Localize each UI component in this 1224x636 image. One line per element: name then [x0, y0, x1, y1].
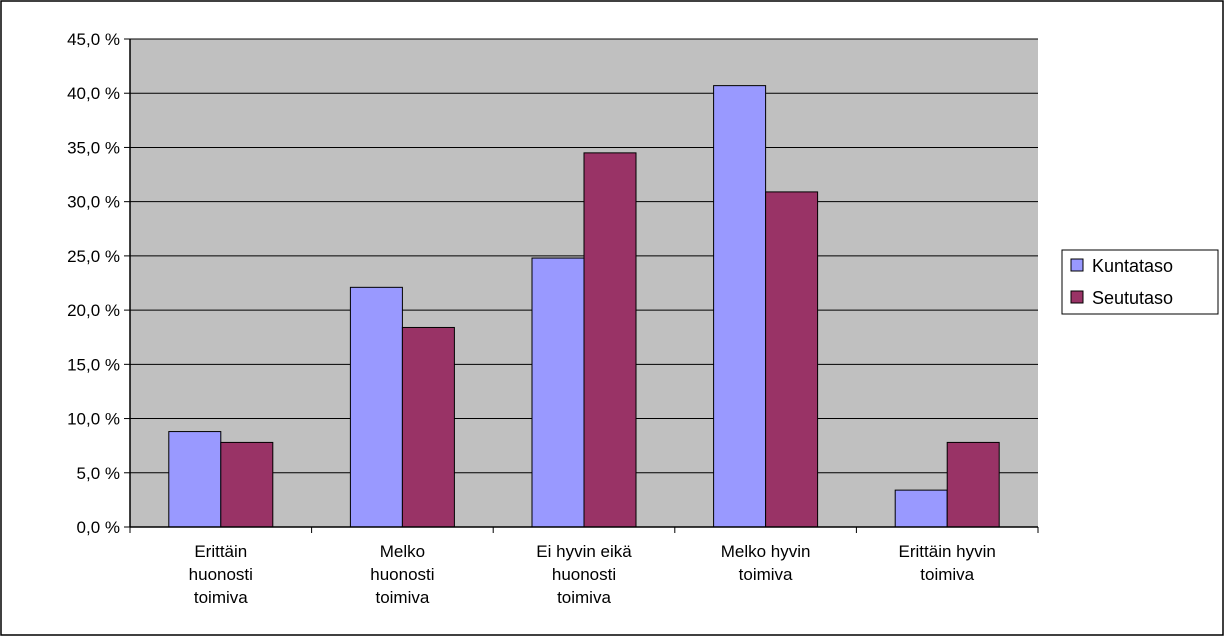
x-category-label: Erittäin hyvin toimiva — [899, 542, 996, 584]
bar-kuntataso-4 — [894, 489, 948, 528]
bar-seututaso-0 — [220, 441, 274, 528]
bar-kuntataso-0 — [168, 431, 222, 528]
legend-label-kuntataso: Kuntataso — [1092, 256, 1173, 276]
bar-seututaso-1 — [401, 326, 455, 528]
y-tick-label: 45,0 % — [67, 30, 120, 49]
x-category-label: Erittäin huonosti toimiva — [189, 542, 253, 607]
x-category-label-line: toimiva — [920, 565, 974, 584]
x-category-label-line: toimiva — [557, 588, 611, 607]
legend-box — [1061, 249, 1219, 315]
x-category-label-line: toimiva — [194, 588, 248, 607]
x-category-label-line: Melko hyvin — [721, 542, 811, 561]
x-category-label-line: Melko — [380, 542, 425, 561]
x-category-label-line: Ei hyvin eikä — [536, 542, 632, 561]
x-category-label-line: toimiva — [375, 588, 429, 607]
x-category-label: Melko huonosti toimiva — [370, 542, 434, 607]
x-category-label: Ei hyvin eikä huonosti toimiva — [536, 542, 632, 607]
x-category-label-line: Erittäin — [194, 542, 247, 561]
bar-seututaso-4 — [946, 441, 1000, 528]
x-category-label-line: huonosti — [370, 565, 434, 584]
axes — [124, 38, 1039, 533]
y-tick-label: 5,0 % — [77, 464, 120, 483]
y-tick-labels: 0,0 % 5,0 % 10,0 % 15,0 % 20,0 % 25,0 % 30,0 %… — [67, 30, 120, 537]
x-category-labels: Erittäin huonosti toimiva Melko huonosti toim… — [189, 542, 996, 607]
legend-label-seututaso: Seututaso — [1092, 288, 1173, 308]
y-tick-label: 25,0 % — [67, 247, 120, 266]
x-category-label-line: huonosti — [189, 565, 253, 584]
y-tick-label: 40,0 % — [67, 84, 120, 103]
bar-seututaso-2 — [583, 152, 637, 528]
y-tick-label: 15,0 % — [67, 355, 120, 374]
bar-kuntataso-3 — [713, 85, 767, 528]
y-tick-label: 35,0 % — [67, 138, 120, 157]
legend-swatch-kuntataso — [1070, 258, 1084, 272]
bar-seututaso-3 — [765, 191, 819, 528]
bar-kuntataso-1 — [349, 286, 403, 528]
y-tick-label: 10,0 % — [67, 410, 120, 429]
bar-kuntataso-2 — [531, 257, 585, 528]
legend: Kuntataso Seututaso — [1061, 249, 1219, 315]
x-category-label-line: toimiva — [739, 565, 793, 584]
bars — [168, 85, 1000, 528]
legend-swatch-seututaso — [1070, 290, 1084, 304]
y-tick-label: 30,0 % — [67, 193, 120, 212]
x-category-label-line: Erittäin hyvin — [899, 542, 996, 561]
x-category-label-line: huonosti — [552, 565, 616, 584]
y-tick-label: 20,0 % — [67, 301, 120, 320]
y-tick-label: 0,0 % — [77, 518, 120, 537]
x-category-label: Melko hyvin toimiva — [721, 542, 811, 584]
